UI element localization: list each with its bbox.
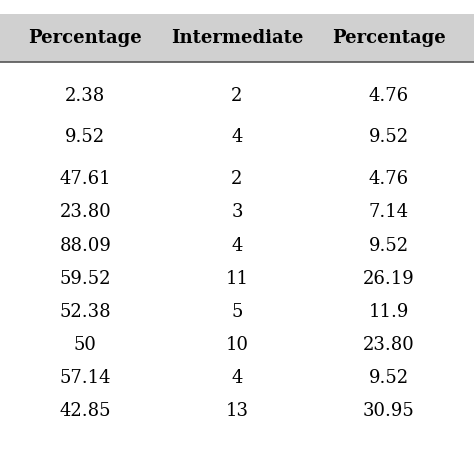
Text: 42.85: 42.85 [60, 402, 111, 420]
Text: Percentage: Percentage [28, 29, 142, 47]
Text: 11.9: 11.9 [368, 303, 409, 321]
Text: 2.38: 2.38 [65, 87, 105, 105]
Text: 10: 10 [226, 336, 248, 354]
Text: 2: 2 [231, 87, 243, 105]
Text: 9.52: 9.52 [369, 128, 409, 146]
Text: 23.80: 23.80 [59, 203, 111, 221]
Text: Percentage: Percentage [332, 29, 446, 47]
Text: 4: 4 [231, 128, 243, 146]
Text: 4: 4 [231, 237, 243, 255]
Text: 3: 3 [231, 203, 243, 221]
Text: 5: 5 [231, 303, 243, 321]
Text: 23.80: 23.80 [363, 336, 415, 354]
Text: 52.38: 52.38 [60, 303, 111, 321]
Text: 4.76: 4.76 [369, 87, 409, 105]
Text: 26.19: 26.19 [363, 270, 415, 288]
Text: 9.52: 9.52 [65, 128, 105, 146]
Text: 57.14: 57.14 [60, 369, 111, 387]
Text: 13: 13 [226, 402, 248, 420]
Text: 4.76: 4.76 [369, 170, 409, 188]
Text: 9.52: 9.52 [369, 237, 409, 255]
Text: 4: 4 [231, 369, 243, 387]
Text: 47.61: 47.61 [60, 170, 111, 188]
Text: 50: 50 [74, 336, 97, 354]
FancyBboxPatch shape [0, 14, 474, 62]
Text: 59.52: 59.52 [60, 270, 111, 288]
Text: 88.09: 88.09 [59, 237, 111, 255]
Text: 7.14: 7.14 [369, 203, 409, 221]
Text: 30.95: 30.95 [363, 402, 415, 420]
FancyBboxPatch shape [0, 62, 474, 474]
Text: Intermediate: Intermediate [171, 29, 303, 47]
Text: 11: 11 [226, 270, 248, 288]
Text: 9.52: 9.52 [369, 369, 409, 387]
Text: 2: 2 [231, 170, 243, 188]
